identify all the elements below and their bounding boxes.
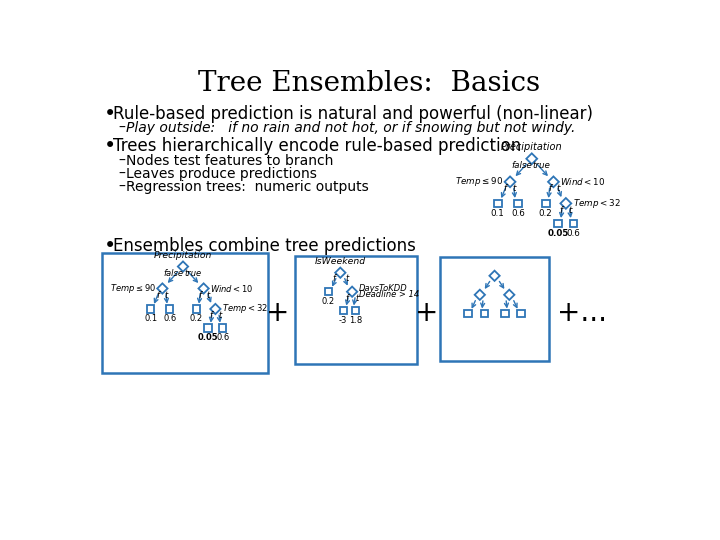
Text: f: f (548, 184, 551, 193)
Text: +...: +... (557, 299, 608, 327)
Text: Nodes test features to branch: Nodes test features to branch (126, 154, 333, 168)
Text: f: f (199, 291, 202, 300)
FancyBboxPatch shape (102, 253, 269, 373)
Text: –: – (118, 180, 125, 194)
Polygon shape (560, 198, 571, 209)
Text: •: • (104, 236, 116, 256)
Text: t: t (569, 206, 572, 215)
Text: Ensembles combine tree predictions: Ensembles combine tree predictions (113, 237, 416, 255)
Text: 0.2: 0.2 (539, 209, 552, 218)
Text: +: + (266, 299, 289, 327)
Text: Trees hierarchically encode rule-based prediction: Trees hierarchically encode rule-based p… (113, 137, 521, 154)
Polygon shape (178, 261, 188, 272)
Text: 0.05: 0.05 (198, 333, 218, 342)
Text: Tree Ensembles:  Basics: Tree Ensembles: Basics (198, 70, 540, 97)
Polygon shape (504, 289, 514, 300)
Polygon shape (542, 200, 549, 207)
Polygon shape (204, 325, 212, 332)
Text: –: – (118, 121, 125, 135)
Polygon shape (325, 288, 332, 295)
Text: 0.6: 0.6 (163, 314, 176, 323)
Text: $Temp < 32$: $Temp < 32$ (573, 197, 621, 210)
Text: –: – (118, 154, 125, 168)
Polygon shape (199, 284, 209, 294)
Text: +: + (415, 299, 438, 327)
Polygon shape (192, 305, 200, 313)
Polygon shape (336, 268, 346, 278)
Polygon shape (514, 200, 522, 207)
Text: false: false (163, 268, 184, 278)
Text: Deadline > 14: Deadline > 14 (359, 290, 419, 299)
Text: t: t (207, 291, 210, 300)
Polygon shape (166, 305, 174, 313)
FancyBboxPatch shape (441, 257, 549, 361)
Text: t: t (346, 274, 348, 283)
Text: t: t (512, 184, 516, 193)
Text: –: – (118, 167, 125, 181)
Polygon shape (505, 177, 516, 187)
Polygon shape (347, 287, 357, 297)
Text: Leaves produce predictions: Leaves produce predictions (126, 167, 317, 181)
Text: Play outside:   if no rain and not hot, or if snowing but not windy.: Play outside: if no rain and not hot, or… (126, 121, 575, 135)
Text: 0.6: 0.6 (567, 229, 580, 238)
Text: 0.1: 0.1 (144, 314, 157, 323)
Text: 0.6: 0.6 (216, 333, 230, 342)
Polygon shape (501, 310, 508, 318)
Text: •: • (104, 104, 116, 124)
Polygon shape (490, 271, 500, 281)
Polygon shape (340, 307, 347, 314)
Text: $Temp \leq 90$: $Temp \leq 90$ (455, 176, 503, 188)
Text: f: f (559, 206, 563, 215)
Text: -3: -3 (339, 316, 348, 325)
Text: 1.8: 1.8 (349, 316, 362, 325)
Text: DaysToKDD: DaysToKDD (359, 284, 408, 293)
Text: $Wind < 10$: $Wind < 10$ (210, 283, 253, 294)
Text: 0.2: 0.2 (189, 314, 203, 323)
Text: 0.2: 0.2 (322, 297, 335, 306)
Text: t: t (218, 311, 222, 320)
Text: •: • (104, 136, 116, 156)
Text: Rule-based prediction is natural and powerful (non-linear): Rule-based prediction is natural and pow… (113, 105, 593, 123)
Text: Precipitation: Precipitation (501, 142, 562, 152)
Polygon shape (352, 307, 359, 314)
Polygon shape (219, 325, 226, 332)
Polygon shape (494, 200, 502, 207)
Text: f: f (332, 274, 336, 283)
Polygon shape (480, 310, 488, 318)
Text: Regression trees:  numeric outputs: Regression trees: numeric outputs (126, 180, 369, 194)
Text: f: f (156, 291, 159, 300)
Text: t: t (356, 294, 359, 303)
Text: Precipitation: Precipitation (154, 251, 212, 260)
Polygon shape (157, 284, 168, 294)
Polygon shape (526, 153, 537, 164)
Text: IsWeekend: IsWeekend (315, 257, 366, 266)
Polygon shape (147, 305, 154, 313)
Text: f: f (210, 311, 212, 320)
Text: false: false (511, 161, 532, 170)
Text: $Temp < 32$: $Temp < 32$ (222, 302, 268, 315)
Text: t: t (557, 184, 559, 193)
Text: 0.05: 0.05 (547, 229, 569, 238)
Polygon shape (548, 177, 559, 187)
Polygon shape (554, 220, 562, 227)
Text: true: true (184, 268, 201, 278)
Text: 0.6: 0.6 (511, 209, 525, 218)
Polygon shape (464, 310, 472, 318)
Text: f: f (504, 184, 507, 193)
Text: f: f (346, 294, 348, 303)
Polygon shape (518, 310, 525, 318)
Polygon shape (570, 220, 577, 227)
Text: t: t (164, 291, 168, 300)
FancyBboxPatch shape (294, 256, 417, 363)
Text: $Wind < 10$: $Wind < 10$ (560, 177, 606, 187)
Polygon shape (474, 289, 485, 300)
Text: true: true (533, 161, 551, 170)
Text: 0.1: 0.1 (491, 209, 505, 218)
Polygon shape (210, 304, 220, 314)
Text: $Temp \leq 90$: $Temp \leq 90$ (109, 282, 156, 295)
